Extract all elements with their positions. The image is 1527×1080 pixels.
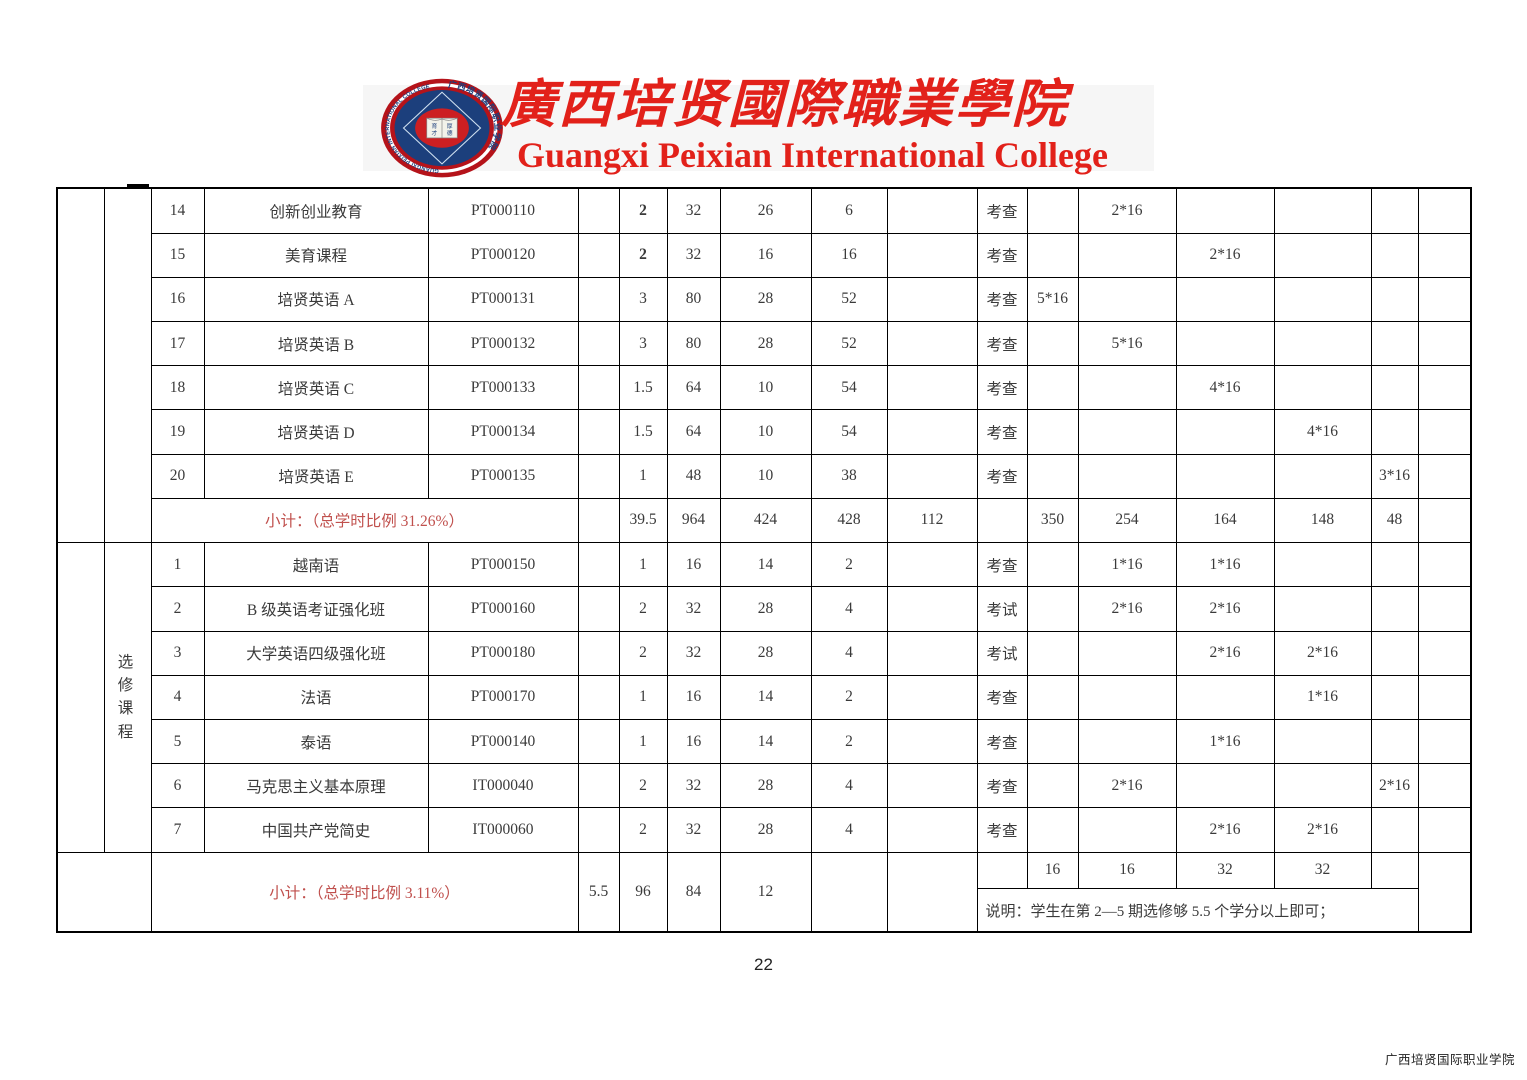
svg-text:才: 才 (431, 129, 437, 137)
svg-text:德: 德 (447, 129, 453, 137)
svg-text:厚: 厚 (447, 123, 453, 130)
svg-text:育: 育 (431, 122, 437, 130)
